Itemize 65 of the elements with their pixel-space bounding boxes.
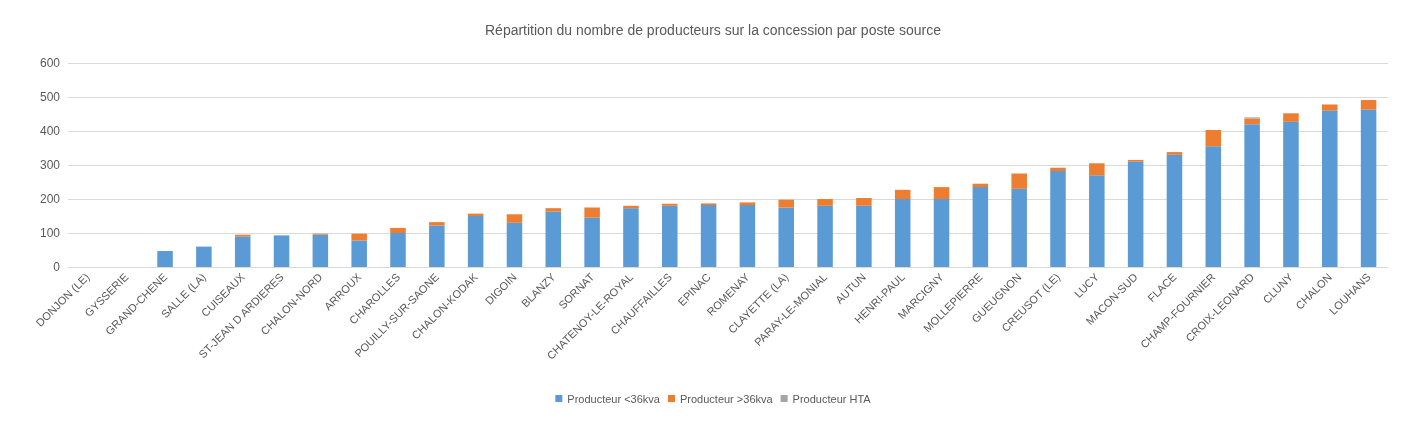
bar xyxy=(467,216,484,267)
bar xyxy=(1011,188,1027,267)
bar xyxy=(1322,104,1338,111)
bar xyxy=(390,227,406,233)
bar xyxy=(739,202,756,206)
bar xyxy=(545,211,562,267)
bar xyxy=(1166,152,1183,155)
bar xyxy=(894,199,911,267)
bar xyxy=(1360,100,1377,110)
bar xyxy=(739,205,756,267)
y-tick-label: 600 xyxy=(39,56,61,70)
bar xyxy=(778,199,794,208)
chart-title: Répartition du nombre de producteurs sur la concession par poste source xyxy=(484,22,942,38)
bar xyxy=(584,207,600,218)
bar xyxy=(662,205,678,267)
legend-label: Producteur HTA xyxy=(792,392,872,405)
bar xyxy=(856,205,872,267)
bar xyxy=(196,246,212,267)
bar xyxy=(1244,118,1260,125)
bar xyxy=(1127,161,1144,267)
y-tick-label: 0 xyxy=(53,260,61,274)
bar xyxy=(1089,175,1105,267)
bar xyxy=(506,214,523,223)
bar xyxy=(1283,121,1299,267)
bar xyxy=(1050,171,1066,267)
bar xyxy=(312,234,329,267)
y-tick-label: 500 xyxy=(39,90,61,104)
bar xyxy=(1050,167,1066,172)
bar xyxy=(933,187,950,199)
bar xyxy=(157,251,173,267)
bar xyxy=(234,236,251,267)
bar xyxy=(700,205,717,267)
bar xyxy=(623,208,639,267)
bar xyxy=(1205,129,1222,147)
bar xyxy=(429,225,445,267)
bar xyxy=(972,187,989,267)
y-tick-label: 100 xyxy=(39,226,61,240)
y-tick-label: 200 xyxy=(39,192,61,206)
bar xyxy=(545,208,562,212)
bar xyxy=(662,203,678,206)
bar xyxy=(351,240,367,267)
bar xyxy=(429,222,445,226)
bar xyxy=(584,217,600,267)
bar xyxy=(856,197,872,206)
bar xyxy=(1322,110,1338,267)
bar xyxy=(1244,124,1260,267)
legend-label: Producteur >36kva xyxy=(679,392,774,405)
bar xyxy=(273,235,290,267)
bar xyxy=(817,205,833,267)
bar xyxy=(894,189,911,199)
bar xyxy=(1283,113,1299,122)
bar xyxy=(1166,154,1183,267)
legend-label: Producteur <36kva xyxy=(567,392,661,405)
bar xyxy=(1011,173,1027,189)
bar xyxy=(778,207,794,267)
bar xyxy=(933,199,950,267)
bar xyxy=(1360,109,1377,267)
bar xyxy=(390,233,406,267)
bar xyxy=(506,222,523,267)
bar xyxy=(1089,163,1105,176)
bar xyxy=(817,199,833,206)
bar xyxy=(351,233,367,241)
y-tick-label: 300 xyxy=(39,158,61,172)
bar xyxy=(1205,146,1222,267)
y-tick-label: 400 xyxy=(39,124,61,138)
